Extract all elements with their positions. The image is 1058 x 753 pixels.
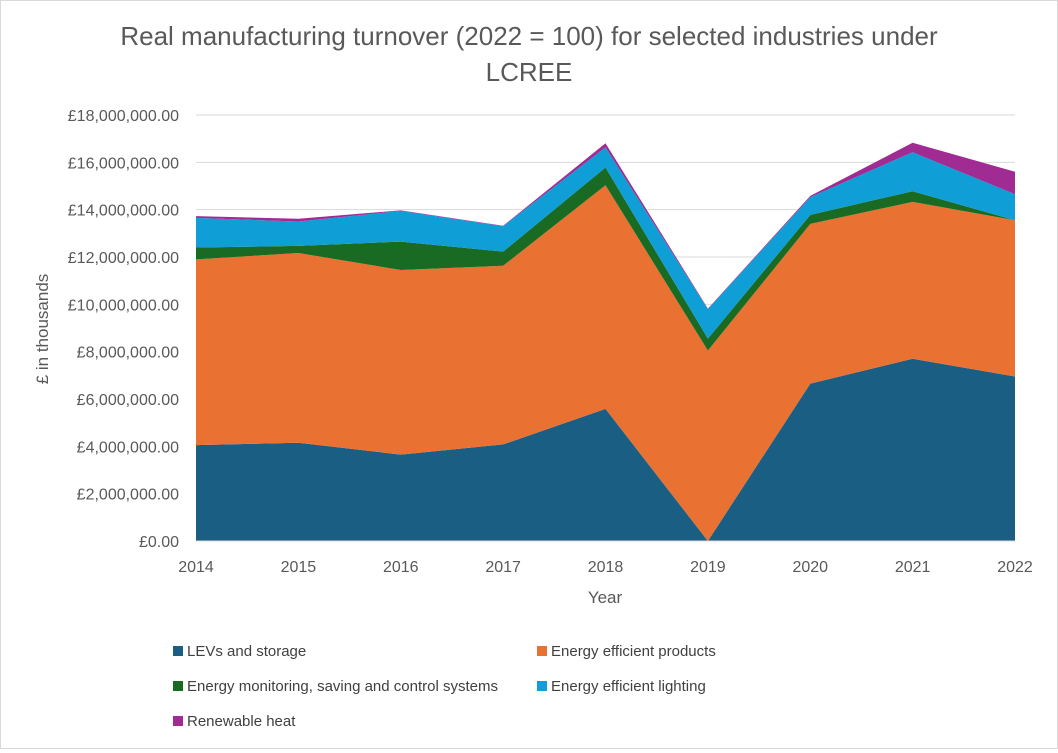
x-tick-label: 2022 <box>997 559 1033 576</box>
area-renewable-heat <box>196 142 1015 310</box>
x-axis-title: Year <box>588 588 623 607</box>
legend-label: Energy monitoring, saving and control sy… <box>187 678 498 695</box>
x-tick-label: 2019 <box>690 559 726 576</box>
x-tick-label: 2018 <box>588 559 624 576</box>
x-tick-label: 2017 <box>485 559 521 576</box>
legend-swatch <box>173 716 183 726</box>
legend-label: Renewable heat <box>187 713 296 730</box>
x-axis-ticks: 2014 2015 2016 2017 2018 2019 2020 2021 2022 <box>178 559 1033 576</box>
y-tick-label: £0.00 <box>139 534 179 551</box>
y-axis-title: £ in thousands <box>33 274 52 385</box>
y-tick-label: £16,000,000.00 <box>68 155 179 172</box>
x-tick-label: 2021 <box>895 559 931 576</box>
x-tick-label: 2020 <box>792 559 828 576</box>
legend-swatch <box>173 681 183 691</box>
chart-title-line-1: Real manufacturing turnover (2022 = 100)… <box>120 21 938 51</box>
legend-swatch <box>537 681 547 691</box>
y-tick-label: £12,000,000.00 <box>68 250 179 267</box>
area-energy-efficient-lighting <box>196 147 1015 339</box>
plot-areas <box>196 142 1015 542</box>
legend-label: Energy efficient lighting <box>551 678 706 695</box>
y-axis-ticks: £0.00 £2,000,000.00 £4,000,000.00 £6,000,00… <box>68 108 179 551</box>
y-tick-label: £18,000,000.00 <box>68 108 179 125</box>
legend-swatch <box>173 646 183 656</box>
y-tick-label: £10,000,000.00 <box>68 297 179 314</box>
legend-swatch <box>537 646 547 656</box>
x-tick-label: 2015 <box>281 559 317 576</box>
area-energy-monitoring-saving-and-control-systems <box>196 167 1015 351</box>
y-tick-label: £2,000,000.00 <box>77 487 179 504</box>
legend: LEVs and storage Energy efficient product… <box>173 643 716 730</box>
chart-title-line-2: LCREE <box>486 57 573 87</box>
y-tick-label: £6,000,000.00 <box>77 392 179 409</box>
area-energy-efficient-products <box>196 185 1015 542</box>
area-levs-and-storage <box>196 358 1015 541</box>
legend-label: Energy efficient products <box>551 643 716 660</box>
x-tick-label: 2016 <box>383 559 419 576</box>
y-tick-label: £14,000,000.00 <box>68 203 179 220</box>
y-tick-label: £8,000,000.00 <box>77 345 179 362</box>
legend-label: LEVs and storage <box>187 643 306 660</box>
x-tick-label: 2014 <box>178 559 214 576</box>
y-tick-label: £4,000,000.00 <box>77 439 179 456</box>
